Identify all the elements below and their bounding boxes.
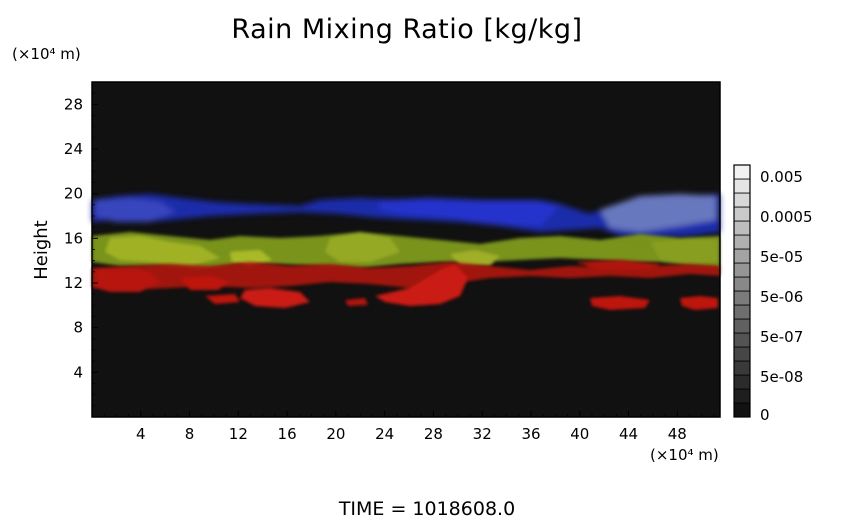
- colorbar-segment: [733, 374, 751, 390]
- red-cloud-layer: [92, 260, 720, 310]
- chart-title: Rain Mixing Ratio [kg/kg]: [231, 14, 583, 45]
- colorbar-segment: [733, 276, 751, 292]
- colorbar-segment: [733, 206, 751, 222]
- y-tick-label: 28: [64, 95, 83, 113]
- colorbar-label: 5e-06: [760, 288, 803, 306]
- x-tick-label: 8: [185, 425, 195, 443]
- x-tick-label: 44: [619, 425, 638, 443]
- colorbar-label: 0.005: [760, 168, 803, 186]
- x-tick-label: 48: [668, 425, 687, 443]
- x-tick-label: 36: [521, 425, 540, 443]
- colorbar-segment: [733, 360, 751, 376]
- colorbar-label: 5e-05: [760, 248, 803, 266]
- colorbar-segment: [733, 192, 751, 208]
- y-axis: 4 8 12 16 20 24 28: [64, 92, 98, 407]
- colorbar-segment: [733, 262, 751, 278]
- x-tick-label: 12: [229, 425, 248, 443]
- colorbar-segment: [733, 388, 751, 404]
- x-tick-label: 32: [473, 425, 492, 443]
- blue-cloud-layer: [92, 194, 720, 238]
- colorbar: 0.005 0.0005 5e-05 5e-06 5e-07 5e-08 0: [733, 164, 813, 424]
- colorbar-label: 0.0005: [760, 208, 813, 226]
- colorbar-segment: [733, 346, 751, 362]
- colorbar-label: 0: [760, 406, 770, 424]
- colorbar-segment: [733, 178, 751, 194]
- x-tick-label: 16: [278, 425, 297, 443]
- y-tick-label: 20: [64, 185, 83, 203]
- colorbar-segment: [733, 332, 751, 348]
- y-tick-label: 12: [64, 274, 83, 292]
- y-tick-label: 16: [64, 229, 83, 247]
- y-axis-title: Height: [31, 220, 52, 280]
- colorbar-label: 5e-07: [760, 328, 803, 346]
- colorbar-segment: [733, 164, 751, 180]
- y-tick-label: 4: [73, 363, 83, 381]
- time-label: TIME = 1018608.0: [338, 498, 516, 520]
- colorbar-label: 5e-08: [760, 368, 803, 386]
- yellow-cloud-layer: [92, 232, 720, 270]
- y-tick-label: 24: [64, 140, 83, 158]
- y-tick-label: 8: [73, 319, 83, 337]
- y-axis-unit: (×10⁴ m): [12, 45, 81, 63]
- x-tick-label: 24: [375, 425, 394, 443]
- x-tick-label: 28: [424, 425, 443, 443]
- x-tick-label: 40: [570, 425, 589, 443]
- x-tick-label: 4: [136, 425, 146, 443]
- x-axis-unit: (×10⁴ m): [650, 446, 719, 464]
- x-tick-label: 20: [326, 425, 345, 443]
- colorbar-segment: [733, 304, 751, 320]
- colorbar-segment: [733, 248, 751, 264]
- x-axis: 4 8 12 16 20 24 28 32 36 40 44 48: [103, 411, 715, 443]
- colorbar-segment: [733, 234, 751, 250]
- colorbar-segment: [733, 290, 751, 306]
- colorbar-segment: [733, 318, 751, 334]
- colorbar-segment: [733, 220, 751, 236]
- colorbar-segment: [733, 402, 751, 418]
- colorbar-frame: [733, 164, 751, 418]
